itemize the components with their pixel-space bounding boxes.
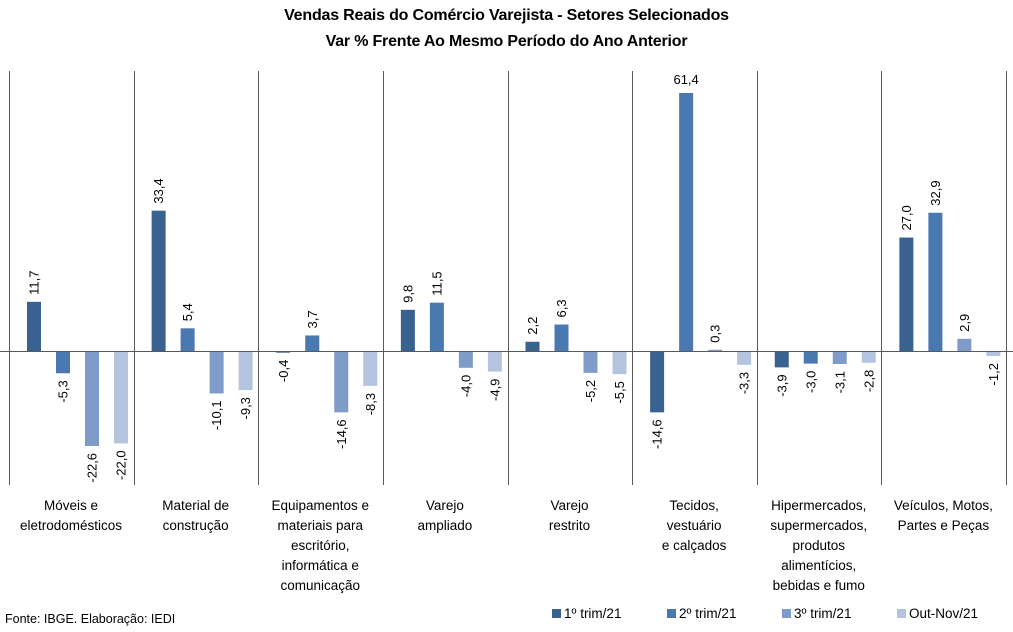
bar-2-4 [429, 302, 444, 351]
legend-swatch-icon [552, 609, 561, 618]
bar-3-8 [957, 338, 972, 351]
data-label: -10,1 [209, 400, 224, 430]
data-label: -4,0 [458, 375, 473, 397]
bar-1-7 [774, 351, 789, 368]
data-label: -1,2 [986, 363, 1001, 385]
bar-3-5 [583, 351, 598, 373]
legend-item: Out-Nov/21 [897, 606, 1012, 621]
legend-label: 3º trim/21 [794, 606, 852, 621]
legend-item: 2º trim/21 [667, 606, 782, 621]
data-label: 2,2 [525, 317, 540, 335]
legend-swatch-icon [667, 609, 676, 618]
category-label: Varejo restrito [548, 498, 591, 533]
legend-label: 2º trim/21 [679, 606, 737, 621]
data-label: 5,4 [180, 303, 195, 321]
data-label: -3,0 [803, 371, 818, 393]
data-label: 2,9 [957, 314, 972, 332]
data-label: -22,0 [114, 450, 129, 480]
data-label: -14,6 [650, 419, 665, 449]
data-label: -8,3 [363, 393, 378, 415]
data-label: -5,3 [56, 380, 71, 402]
bar-3-2 [209, 351, 224, 394]
bar-2-5 [554, 324, 569, 351]
data-label: -3,3 [737, 372, 752, 394]
data-label: -9,3 [238, 397, 253, 419]
category-label: Equipamentos e materiais para escritório… [271, 498, 370, 593]
bar-4-5 [612, 351, 627, 375]
bar-3-1 [85, 351, 99, 446]
category-label: Hipermercados, supermercados, produtos a… [770, 498, 868, 593]
data-label: -3,1 [832, 371, 847, 393]
bar-2-6 [679, 93, 694, 351]
bar-1-4 [400, 309, 415, 351]
legend-label: Out-Nov/21 [909, 606, 979, 621]
data-label: 6,3 [554, 299, 569, 317]
chart-subtitle: Var % Frente Ao Mesmo Período do Ano Ant… [325, 33, 688, 50]
bar-4-1 [114, 351, 128, 444]
bar-2-2 [180, 328, 195, 351]
data-label: 11,5 [429, 271, 444, 295]
bar-3-3 [334, 351, 349, 413]
data-label: -14,6 [334, 419, 349, 449]
source-note: Fonte: IBGE. Elaboração: IEDI [5, 612, 176, 626]
data-label: 9,8 [400, 285, 415, 303]
bar-4-7 [861, 351, 876, 363]
data-label: 27,0 [899, 205, 914, 230]
bar-1-2 [151, 210, 166, 351]
data-label: 33,4 [151, 178, 166, 203]
bar-2-8 [928, 212, 943, 351]
data-label: 3,7 [305, 310, 320, 328]
category-label: Material de construção [162, 498, 230, 533]
category-label: Móveis e eletrodomésticos [19, 498, 123, 533]
bar-3-7 [832, 351, 847, 365]
data-label: 32,9 [928, 180, 943, 205]
data-label: 11,7 [27, 270, 42, 294]
bar-3-6 [708, 349, 723, 351]
data-label: -5,5 [612, 381, 627, 403]
legend-item: 1º trim/21 [552, 606, 667, 621]
category-label: Tecidos, vestuário e calçados [661, 498, 727, 553]
bar-4-2 [238, 351, 253, 391]
legend-swatch-icon [782, 609, 791, 618]
bar-2-3 [305, 335, 320, 351]
bar-4-8 [986, 351, 1001, 357]
data-label: -2,8 [861, 370, 876, 392]
data-label: -22,6 [85, 453, 100, 483]
bar-4-3 [363, 351, 378, 386]
bar-4-4 [487, 351, 502, 372]
bar-1-5 [525, 341, 540, 351]
data-label: 0,3 [708, 325, 723, 343]
bar-1-6 [650, 351, 665, 413]
category-label: Varejo ampliado [417, 498, 473, 533]
category-label: Veículos, Motos, Partes e Peças [893, 498, 993, 533]
chart-title: Vendas Reais do Comércio Varejista - Set… [284, 7, 729, 24]
bar-4-6 [737, 351, 752, 365]
data-label: -3,9 [774, 374, 789, 396]
bar-1-8 [899, 237, 914, 351]
legend-item: 3º trim/21 [782, 606, 897, 621]
data-label: -0,4 [276, 360, 291, 382]
legend-label: 1º trim/21 [564, 606, 622, 621]
legend-swatch-icon [897, 609, 906, 618]
bar-1-1 [27, 301, 41, 351]
bar-3-4 [458, 351, 473, 368]
data-label: -5,2 [583, 380, 598, 402]
bar-2-7 [803, 351, 818, 364]
data-label: 61,4 [673, 72, 698, 87]
legend: 1º trim/21 2º trim/21 3º trim/21 Out-Nov/21 [552, 606, 1012, 621]
data-label: -4,9 [487, 379, 502, 401]
bar-2-1 [56, 351, 70, 374]
